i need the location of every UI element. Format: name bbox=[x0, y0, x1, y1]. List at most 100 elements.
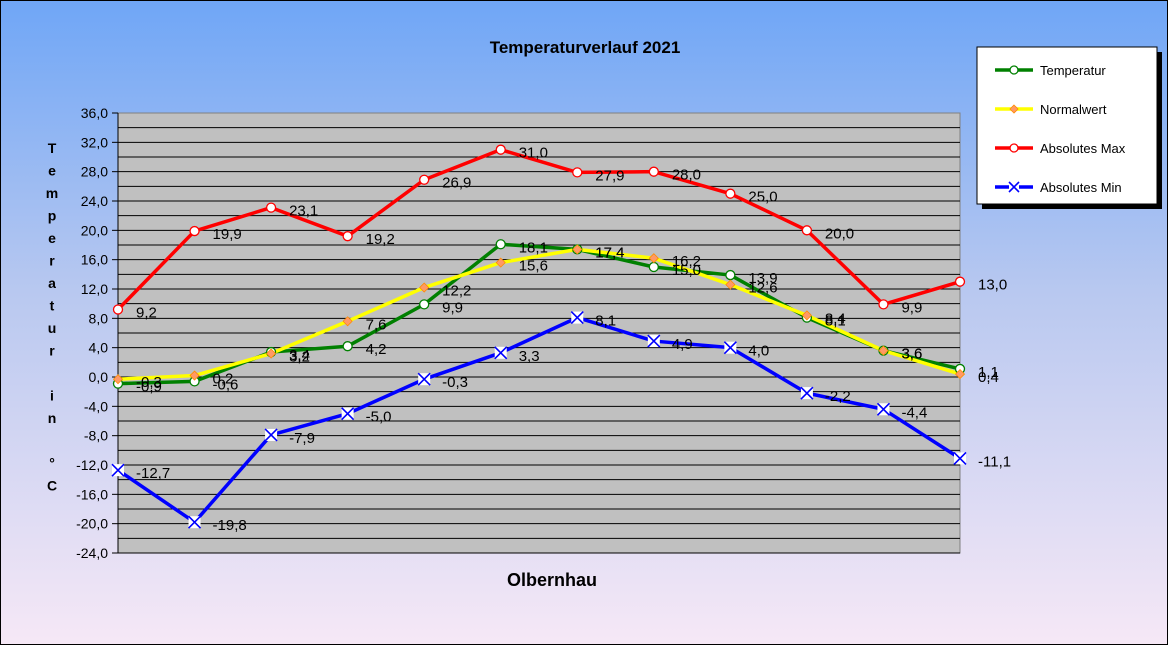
data-point-marker bbox=[111, 463, 125, 477]
data-point-marker bbox=[954, 369, 966, 380]
data-point-marker bbox=[953, 451, 967, 465]
data-point-marker bbox=[341, 407, 355, 421]
data-label: 7,6 bbox=[366, 316, 387, 333]
y-axis-label-char: n bbox=[48, 410, 57, 426]
data-label: 31,0 bbox=[519, 145, 548, 162]
legend-label: Absolutes Min bbox=[1040, 180, 1122, 195]
data-point-marker bbox=[1008, 181, 1020, 193]
y-tick-label: 36,0 bbox=[81, 105, 108, 121]
y-tick-label: 20,0 bbox=[81, 222, 108, 238]
data-label: -0,9 bbox=[136, 379, 162, 396]
data-point-marker bbox=[264, 428, 278, 442]
y-axis-label-char: m bbox=[46, 185, 58, 201]
data-point-marker bbox=[1009, 143, 1019, 153]
data-point-marker bbox=[572, 167, 583, 178]
y-tick-label: 12,0 bbox=[81, 281, 108, 297]
data-point-marker bbox=[112, 374, 124, 385]
data-label: 8,1 bbox=[825, 313, 846, 330]
data-label: 27,9 bbox=[595, 167, 624, 184]
data-point-marker bbox=[189, 370, 200, 381]
data-label: 1,1 bbox=[978, 364, 999, 381]
data-label: -5,0 bbox=[366, 409, 392, 426]
data-label: 25,0 bbox=[748, 189, 777, 206]
data-label: -12,7 bbox=[136, 465, 170, 482]
data-label: 20,0 bbox=[825, 225, 854, 242]
y-tick-label: -24,0 bbox=[76, 545, 108, 561]
data-label: 4,9 bbox=[672, 336, 693, 353]
data-point-marker bbox=[342, 341, 353, 352]
data-point-marker bbox=[265, 202, 277, 213]
data-point-marker bbox=[878, 299, 889, 310]
data-label: -4,4 bbox=[901, 404, 927, 421]
data-point-marker bbox=[801, 225, 813, 236]
data-label: 19,2 bbox=[366, 231, 395, 248]
data-point-marker bbox=[648, 253, 659, 264]
data-label: 8,1 bbox=[595, 313, 616, 330]
y-tick-label: -16,0 bbox=[76, 486, 108, 502]
data-point-marker bbox=[419, 282, 430, 293]
data-point-marker bbox=[495, 239, 506, 250]
data-label: 8,4 bbox=[825, 310, 846, 327]
data-point-marker bbox=[494, 346, 508, 360]
data-point-marker bbox=[572, 244, 583, 255]
series-line bbox=[116, 147, 961, 311]
y-tick-label: 16,0 bbox=[81, 252, 108, 268]
y-axis-label-char: e bbox=[48, 230, 56, 246]
data-point-marker bbox=[878, 345, 889, 356]
data-point-marker bbox=[725, 269, 736, 281]
data-label: 12,2 bbox=[442, 283, 471, 300]
data-label: 28,0 bbox=[672, 167, 701, 184]
data-point-marker bbox=[342, 316, 353, 327]
data-label: 4,2 bbox=[366, 341, 387, 358]
data-label: 3,6 bbox=[901, 346, 922, 363]
data-point-marker bbox=[266, 348, 277, 359]
data-label: -2,2 bbox=[825, 388, 851, 405]
y-tick-label: -4,0 bbox=[84, 398, 108, 414]
data-label: 0,4 bbox=[978, 369, 999, 386]
data-label: 26,9 bbox=[442, 175, 471, 192]
data-point-marker bbox=[648, 166, 659, 177]
data-point-marker bbox=[189, 225, 200, 237]
y-axis-label-char: a bbox=[48, 275, 56, 291]
y-axis-label-char: T bbox=[48, 140, 57, 156]
y-tick-label: 32,0 bbox=[81, 134, 108, 150]
data-point-marker bbox=[954, 276, 966, 287]
data-label: 9,2 bbox=[136, 305, 157, 322]
y-axis-label-char: r bbox=[49, 343, 55, 359]
y-tick-label: -8,0 bbox=[84, 428, 108, 444]
y-axis-label-char: e bbox=[48, 163, 56, 179]
data-label: 13,0 bbox=[978, 277, 1007, 294]
data-point-marker bbox=[647, 334, 661, 348]
y-axis-label-char: i bbox=[50, 388, 54, 404]
series-line bbox=[117, 247, 961, 381]
data-label: 4,0 bbox=[748, 343, 769, 360]
data-point-marker bbox=[419, 174, 430, 185]
data-label: 3,4 bbox=[289, 347, 310, 364]
data-label: 0,2 bbox=[213, 371, 234, 388]
legend-label: Temperatur bbox=[1040, 63, 1106, 78]
data-label: 17,4 bbox=[595, 244, 624, 261]
data-point-marker bbox=[801, 310, 812, 321]
y-tick-label: 28,0 bbox=[81, 164, 108, 180]
data-label: 9,9 bbox=[901, 299, 922, 316]
data-point-marker bbox=[1009, 104, 1019, 114]
data-point-marker bbox=[1009, 65, 1019, 75]
data-point-marker bbox=[187, 515, 202, 529]
y-tick-label: 4,0 bbox=[89, 340, 109, 356]
data-label: -11,1 bbox=[978, 453, 1011, 470]
legend-label: Normalwert bbox=[1040, 102, 1107, 117]
data-label: 15,6 bbox=[519, 258, 548, 275]
data-label: 17,4 bbox=[595, 244, 624, 261]
data-label: 19,9 bbox=[213, 226, 242, 243]
data-label: 18,1 bbox=[519, 239, 548, 256]
data-point-marker bbox=[495, 257, 506, 268]
data-point-marker bbox=[725, 279, 736, 290]
x-axis-label: Olbernhau bbox=[507, 570, 597, 590]
data-point-marker bbox=[725, 188, 736, 199]
y-tick-label: 0,0 bbox=[89, 369, 109, 385]
data-point-marker bbox=[342, 231, 353, 242]
y-axis-label-char: u bbox=[48, 320, 57, 336]
data-point-marker bbox=[112, 304, 124, 315]
data-point-marker bbox=[876, 402, 891, 416]
